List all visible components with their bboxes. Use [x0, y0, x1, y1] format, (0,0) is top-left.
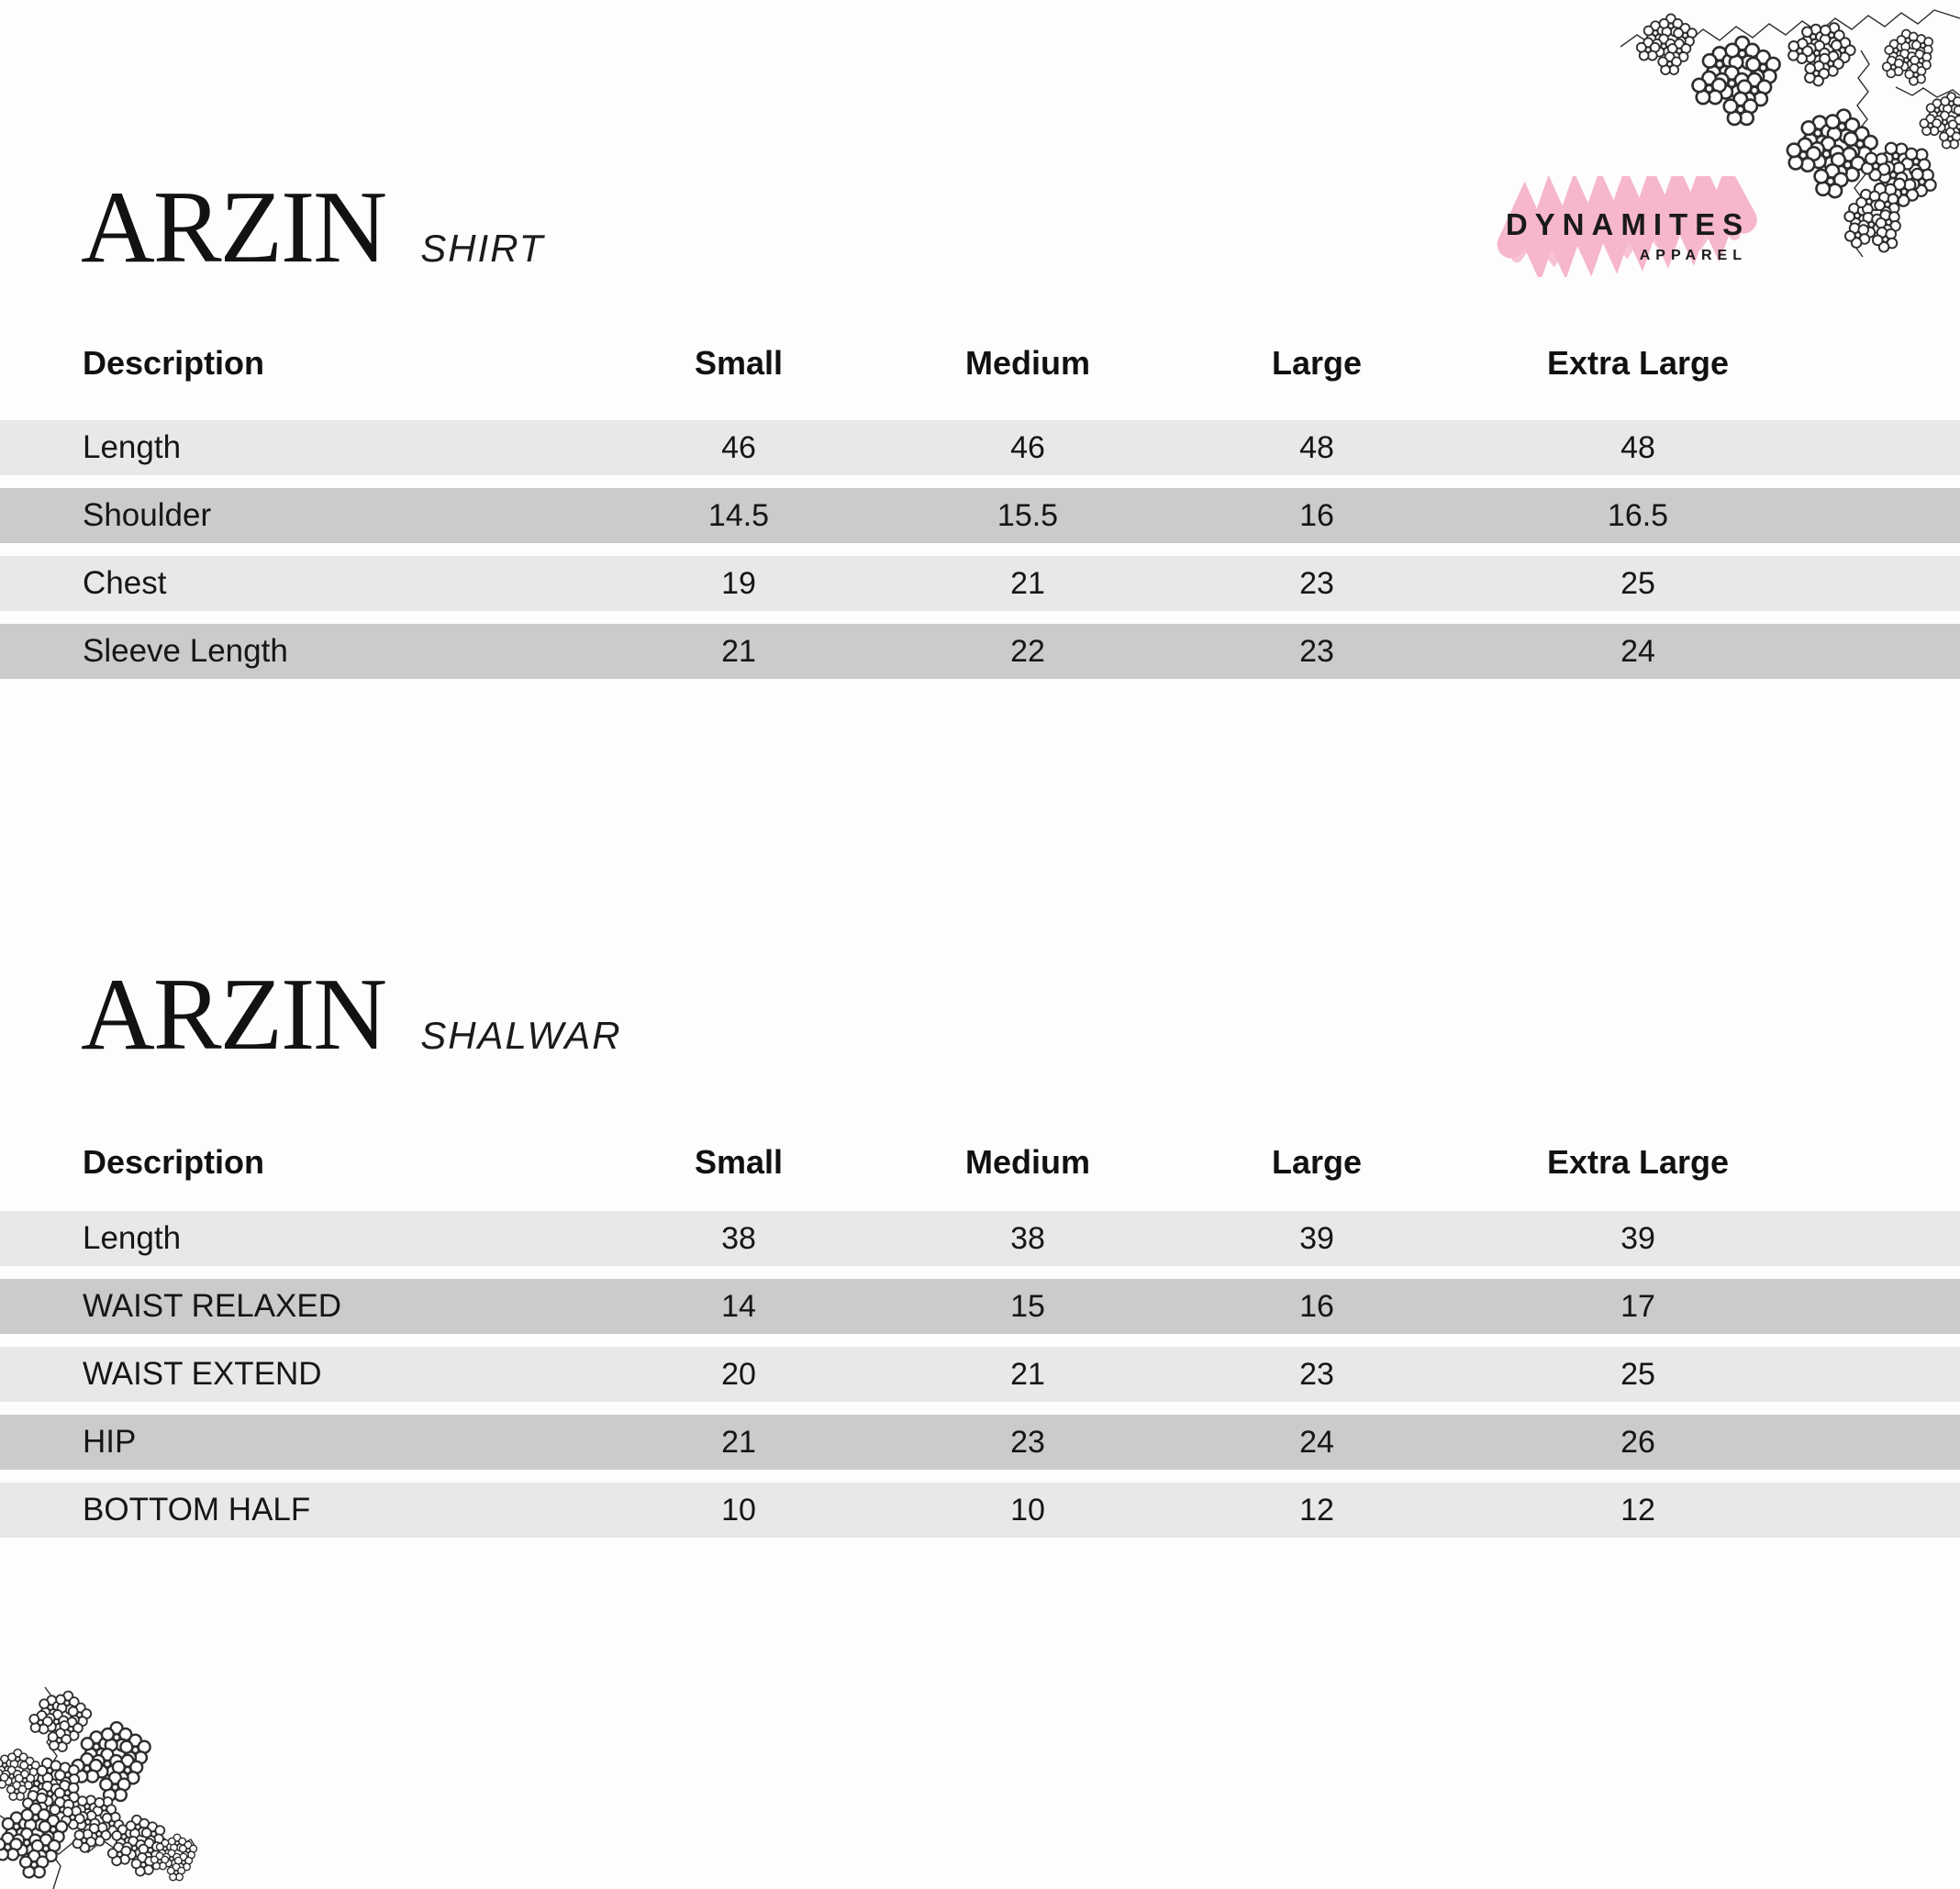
shirt-size-table: Description Small Medium Large Extra Large Le… — [0, 336, 1960, 692]
size-column-header: Large — [1271, 344, 1363, 382]
table-row: Length 38 38 39 39 — [0, 1211, 1960, 1266]
table-row: Shoulder 14.5 15.5 16 16.5 — [0, 488, 1960, 543]
table-row: WAIST RELAXED 14 15 16 17 — [0, 1279, 1960, 1334]
cell-value: 21 — [721, 1425, 756, 1460]
cell-value: 21 — [721, 634, 756, 669]
garment-type-label: SHIRT — [420, 227, 545, 270]
cell-value: 20 — [721, 1357, 756, 1392]
cell-value: 21 — [1010, 1357, 1045, 1392]
table-row: BOTTOM HALF 10 10 12 12 — [0, 1483, 1960, 1538]
cell-value: 21 — [1010, 566, 1045, 601]
size-column-header: Medium — [964, 1143, 1091, 1181]
size-column-header: Medium — [964, 344, 1091, 382]
cell-value: 23 — [1299, 566, 1334, 601]
section-shirt-title: ARZIN SHIRT — [81, 171, 544, 285]
size-column-header: Extra Large — [1546, 1143, 1730, 1181]
product-name: ARZIN — [81, 958, 387, 1072]
garment-type-label: SHALWAR — [420, 1014, 622, 1057]
cell-value: 17 — [1620, 1289, 1655, 1324]
cell-value: 25 — [1620, 566, 1655, 601]
cell-value: 10 — [721, 1493, 756, 1528]
table-row: Length 46 46 48 48 — [0, 420, 1960, 475]
table-header-row: Description Small Medium Large Extra Large — [0, 336, 1960, 391]
cell-value: 46 — [721, 430, 756, 465]
size-column-header: Large — [1271, 1143, 1363, 1181]
cell-value: 12 — [1620, 1493, 1655, 1528]
cell-value: 38 — [721, 1221, 756, 1256]
cell-value: 39 — [1620, 1221, 1655, 1256]
cell-value: 16 — [1299, 1289, 1334, 1324]
cell-value: 23 — [1299, 634, 1334, 669]
cell-value: 24 — [1620, 634, 1655, 669]
cell-value: 16 — [1299, 498, 1334, 533]
cell-value: 12 — [1299, 1493, 1334, 1528]
cell-value: 48 — [1299, 430, 1334, 465]
cell-value: 46 — [1010, 430, 1045, 465]
row-label: Chest — [83, 565, 167, 601]
cell-value: 39 — [1299, 1221, 1334, 1256]
section-shalwar-title: ARZIN SHALWAR — [81, 958, 622, 1072]
cell-value: 22 — [1010, 634, 1045, 669]
size-column-header: Small — [694, 1143, 784, 1181]
row-label: Length — [83, 1220, 182, 1256]
floral-corner-decoration-bottom-left — [0, 1669, 197, 1889]
table-row: Chest 19 21 23 25 — [0, 556, 1960, 611]
cell-value: 14.5 — [707, 498, 770, 533]
cell-value: 24 — [1299, 1425, 1334, 1460]
cell-value: 19 — [721, 566, 756, 601]
row-label: WAIST RELAXED — [83, 1288, 342, 1324]
dynamites-apparel-logo: DYNAMITES APPAREL — [1494, 176, 1762, 277]
cell-value: 15 — [1010, 1289, 1045, 1324]
cell-value: 15.5 — [997, 498, 1059, 533]
cell-value: 38 — [1010, 1221, 1045, 1256]
table-row: HIP 21 23 24 26 — [0, 1415, 1960, 1470]
table-header-row: Description Small Medium Large Extra Large — [0, 1135, 1960, 1190]
cell-value: 25 — [1620, 1357, 1655, 1392]
description-column-header: Description — [83, 1143, 265, 1181]
row-label: Shoulder — [83, 497, 212, 533]
brand-name: DYNAMITES — [1505, 207, 1751, 241]
shalwar-size-table: Description Small Medium Large Extra Large Le… — [0, 1135, 1960, 1550]
row-label: WAIST EXTEND — [83, 1356, 322, 1392]
cell-value: 10 — [1010, 1493, 1045, 1528]
row-label: HIP — [83, 1424, 137, 1460]
cell-value: 14 — [721, 1289, 756, 1324]
cell-value: 16.5 — [1607, 498, 1669, 533]
brand-subname: APPAREL — [1639, 248, 1747, 263]
product-name: ARZIN — [81, 171, 387, 284]
cell-value: 26 — [1620, 1425, 1655, 1460]
cell-value: 48 — [1620, 430, 1655, 465]
size-column-header: Extra Large — [1546, 344, 1730, 382]
cell-value: 23 — [1299, 1357, 1334, 1392]
cell-value: 23 — [1010, 1425, 1045, 1460]
floral-corner-decoration-top-right — [1620, 9, 1960, 257]
row-label: Sleeve Length — [83, 633, 288, 669]
table-row: Sleeve Length 21 22 23 24 — [0, 624, 1960, 679]
row-label: BOTTOM HALF — [83, 1492, 311, 1528]
size-column-header: Small — [694, 344, 784, 382]
row-label: Length — [83, 429, 182, 465]
description-column-header: Description — [83, 344, 265, 382]
pink-scribble-icon — [1497, 176, 1757, 277]
table-row: WAIST EXTEND 20 21 23 25 — [0, 1347, 1960, 1402]
